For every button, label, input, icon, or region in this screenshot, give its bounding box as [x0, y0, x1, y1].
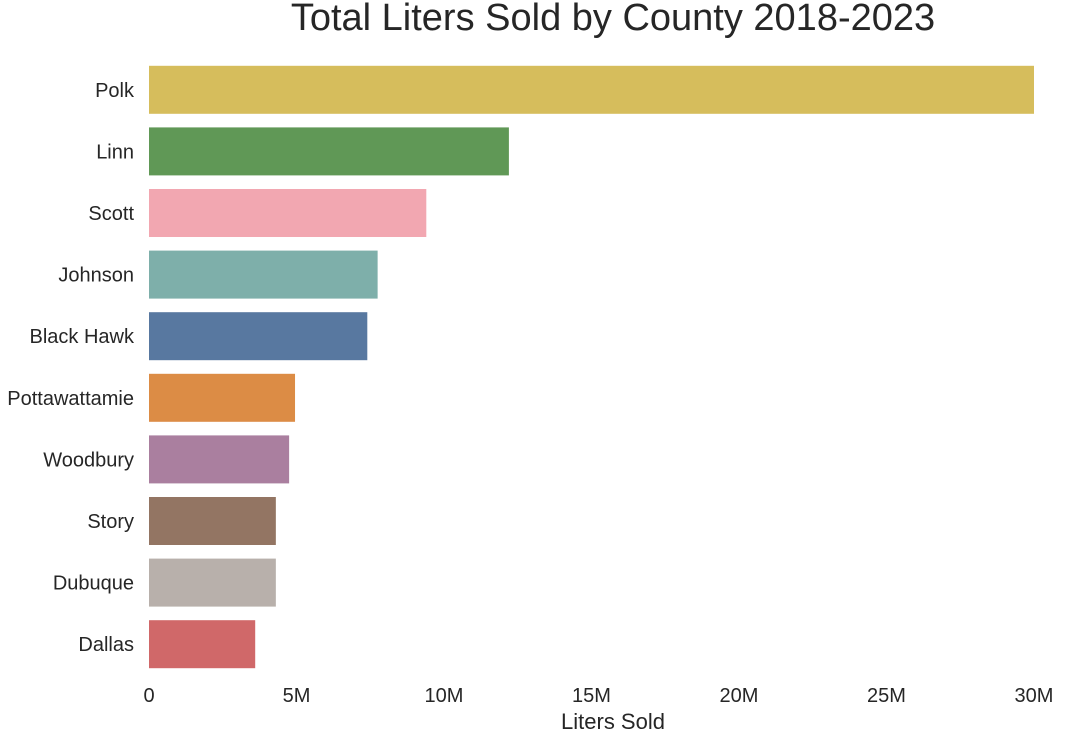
y-tick-labels: Polk Linn Scott Johnson Black Hawk Pottawatta…: [7, 80, 135, 656]
y-tick-label-dubuque: Dubuque: [53, 573, 134, 595]
bar-dallas: [149, 620, 256, 669]
bar-woodbury: [149, 435, 290, 484]
bar-polk: [149, 65, 1034, 114]
x-tick-label-20m: 20M: [720, 685, 759, 707]
chart-title: Total Liters Sold by County 2018-2023: [291, 0, 935, 39]
bar-scott: [149, 189, 427, 237]
bars-group: [149, 65, 1034, 669]
y-tick-label-black-hawk: Black Hawk: [30, 326, 135, 348]
bar-linn: [149, 127, 509, 176]
x-tick-label-15m: 15M: [572, 685, 611, 707]
bar-pottawattamie: [149, 373, 296, 422]
y-tick-label-johnson: Johnson: [58, 265, 134, 287]
x-tick-label-25m: 25M: [867, 685, 906, 707]
y-tick-label-scott: Scott: [88, 203, 134, 225]
y-tick-label-story: Story: [87, 511, 134, 533]
bar-black-hawk: [149, 312, 368, 361]
y-tick-label-dallas: Dallas: [78, 634, 134, 656]
y-tick-label-pottawattamie: Pottawattamie: [7, 388, 134, 410]
y-tick-label-woodbury: Woodbury: [43, 449, 134, 471]
x-tick-label-0: 0: [143, 685, 154, 707]
bar-dubuque: [149, 558, 276, 607]
bar-story: [149, 497, 276, 545]
y-tick-label-linn: Linn: [96, 141, 134, 163]
bar-johnson: [149, 250, 378, 299]
x-tick-label-5m: 5M: [283, 685, 311, 707]
x-tick-labels: 0 5M 10M 15M 20M 25M 30M: [143, 685, 1053, 707]
y-tick-label-polk: Polk: [95, 80, 135, 102]
x-tick-label-10m: 10M: [425, 685, 464, 707]
x-axis-label: Liters Sold: [561, 709, 665, 734]
x-tick-label-30m: 30M: [1015, 685, 1054, 707]
